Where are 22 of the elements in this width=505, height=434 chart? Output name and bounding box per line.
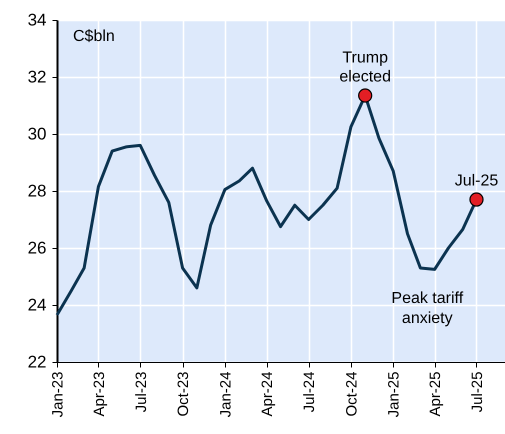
x-tick-label: Jan-24 bbox=[217, 372, 234, 418]
x-tick-label: Apr-23 bbox=[90, 372, 108, 417]
y-tick-label: 28 bbox=[28, 182, 46, 200]
annotation: Trump elected bbox=[339, 50, 391, 86]
x-tick-label: Apr-24 bbox=[259, 372, 276, 417]
x-tick-label: Oct-24 bbox=[343, 372, 360, 417]
x-tick-label: Jan-25 bbox=[386, 372, 403, 418]
y-tick-label: 30 bbox=[28, 124, 46, 144]
x-tick-label: Jul-24 bbox=[301, 372, 318, 412]
x-tick-label: Jul-25 bbox=[468, 372, 486, 412]
x-tick-label: Oct-23 bbox=[175, 372, 192, 417]
annotation: Peak tariff anxiety bbox=[391, 290, 464, 327]
y-tick-label: 32 bbox=[28, 68, 46, 86]
y-tick-label: 34 bbox=[28, 10, 46, 30]
y-tick-label: 22 bbox=[28, 352, 46, 372]
y-tick-label: 26 bbox=[28, 238, 46, 258]
y-tick-label: 24 bbox=[28, 296, 46, 314]
y-axis-title: C$bln bbox=[73, 28, 115, 45]
x-tick-label: Apr-25 bbox=[427, 372, 444, 417]
x-tick-label: Jul-23 bbox=[132, 372, 150, 412]
x-tick-label: Jan-23 bbox=[50, 372, 66, 418]
annotation: Jul-25 bbox=[454, 172, 498, 190]
